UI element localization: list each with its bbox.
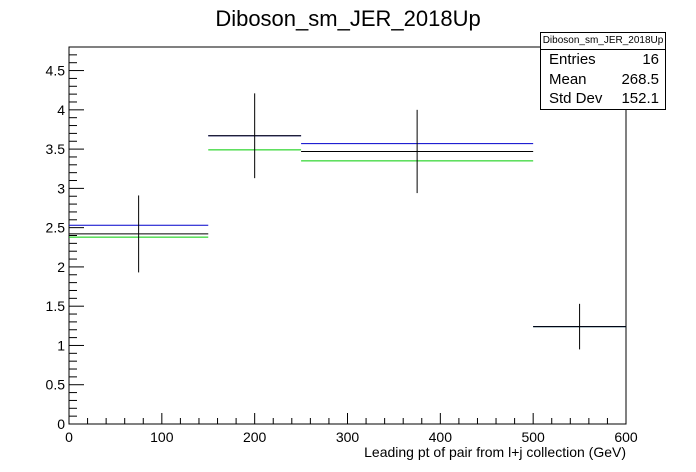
x-tick-label: 100 bbox=[150, 429, 174, 445]
stats-row-entries: Entries 16 bbox=[541, 50, 665, 70]
stats-label: Mean bbox=[549, 70, 587, 88]
stats-box: Diboson_sm_JER_2018Up Entries 16 Mean 26… bbox=[540, 32, 666, 110]
y-tick-label: 2.5 bbox=[46, 220, 66, 236]
y-tick-label: 1 bbox=[57, 337, 65, 353]
stats-value: 152.1 bbox=[621, 90, 659, 107]
stats-label: Entries bbox=[549, 51, 596, 68]
y-tick-label: 2 bbox=[57, 259, 65, 275]
data-series bbox=[69, 93, 626, 350]
x-tick-label: 200 bbox=[243, 429, 267, 445]
y-tick-label: 3 bbox=[57, 180, 65, 196]
x-tick-label: 600 bbox=[614, 429, 638, 445]
x-tick-label: 400 bbox=[429, 429, 453, 445]
y-tick-label: 0.5 bbox=[46, 377, 66, 393]
x-axis-label: Leading pt of pair from l+j collection (… bbox=[364, 444, 626, 460]
y-tick-label: 3.5 bbox=[46, 141, 66, 157]
y-axis: 0 0.5 1 1.5 2 2.5 3 3.5 4 4.5 bbox=[46, 46, 84, 432]
x-tick-label: 0 bbox=[65, 429, 73, 445]
x-axis: 0 100 200 300 400 500 600 bbox=[65, 413, 638, 445]
y-tick-label: 4 bbox=[57, 102, 65, 118]
stats-label: Std Dev bbox=[549, 90, 603, 107]
x-tick-label: 500 bbox=[521, 429, 545, 445]
stats-title: Diboson_sm_JER_2018Up bbox=[541, 33, 665, 50]
stats-value: 16 bbox=[642, 51, 659, 68]
y-tick-label: 0 bbox=[57, 416, 65, 432]
stats-value: 268.5 bbox=[621, 70, 659, 88]
y-tick-label: 1.5 bbox=[46, 298, 66, 314]
y-tick-label: 4.5 bbox=[46, 63, 66, 79]
chart-title: Diboson_sm_JER_2018Up bbox=[215, 6, 480, 31]
stats-row-stddev: Std Dev 152.1 bbox=[541, 89, 665, 109]
x-tick-label: 300 bbox=[336, 429, 360, 445]
stats-row-mean: Mean 268.5 bbox=[541, 70, 665, 90]
